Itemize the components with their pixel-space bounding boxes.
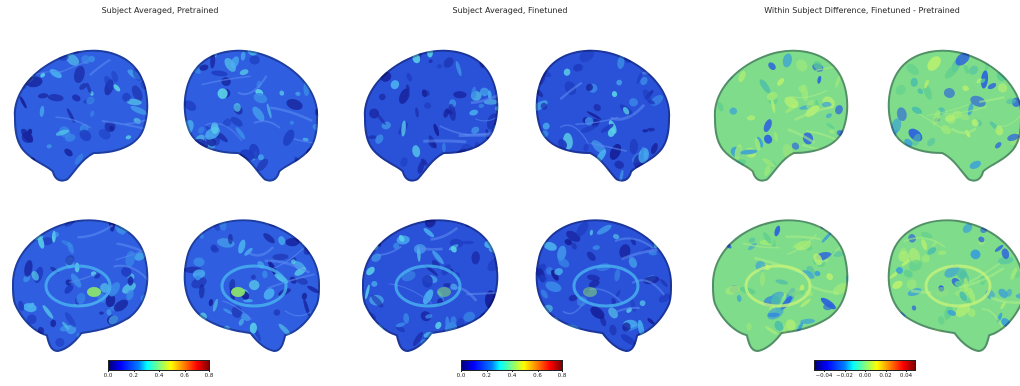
brain-difference-left-lateral bbox=[713, 49, 849, 182]
colorbar-tick: 0.6 bbox=[533, 373, 542, 379]
panel-title-difference: Within Subject Difference, Finetuned - P… bbox=[764, 6, 960, 15]
brain-finetuned-left-lateral bbox=[363, 49, 499, 182]
colorbar-tick: 0.8 bbox=[204, 373, 214, 379]
brain-finetuned-right-lateral bbox=[535, 49, 671, 182]
colorbar-tick: 0.2 bbox=[129, 373, 138, 379]
brain-difference-left-medial bbox=[712, 219, 849, 352]
colorbar-tick: 0.4 bbox=[154, 373, 164, 379]
brain-pretrained-left-medial bbox=[12, 219, 149, 352]
brain-difference-right-lateral bbox=[887, 49, 1020, 182]
brain-finetuned-right-medial bbox=[535, 219, 672, 352]
colorbar-tick: 0.0 bbox=[103, 373, 113, 379]
brain-difference-right-medial bbox=[887, 219, 1020, 352]
colorbar-ticks: −0.04 −0.02 0.00 0.02 0.04 bbox=[814, 370, 916, 385]
colorbar-tick: 0.2 bbox=[482, 373, 491, 379]
colorbar-tick: −0.04 bbox=[815, 373, 833, 379]
colorbar-ticks: 0.0 0.2 0.4 0.6 0.8 bbox=[457, 370, 566, 385]
colorbar-ticks: 0.0 0.2 0.4 0.6 0.8 bbox=[104, 370, 213, 385]
colorbar-tick: 0.00 bbox=[858, 373, 872, 379]
colorbar-tick: 0.02 bbox=[879, 373, 892, 379]
panel-title-pretrained: Subject Averaged, Pretrained bbox=[101, 6, 219, 15]
colorbar-tick: 0.0 bbox=[456, 373, 466, 379]
colorbar-tick: 0.04 bbox=[899, 373, 913, 379]
colorbar-finetuned: 0.0 0.2 0.4 0.6 0.8 bbox=[457, 360, 566, 385]
colorbar-tick: 0.4 bbox=[507, 373, 517, 379]
brain-pretrained-right-lateral bbox=[183, 49, 319, 182]
brain-pretrained-right-medial bbox=[183, 219, 320, 352]
colorbar-tick: 0.6 bbox=[180, 373, 189, 379]
colorbar-tick: 0.8 bbox=[557, 373, 567, 379]
colorbar-pretrained: 0.0 0.2 0.4 0.6 0.8 bbox=[104, 360, 213, 385]
colorbar-difference: −0.04 −0.02 0.00 0.02 0.04 bbox=[814, 360, 916, 385]
panel-title-finetuned: Subject Averaged, Finetuned bbox=[452, 6, 568, 15]
brain-pretrained-left-lateral bbox=[13, 49, 149, 182]
colorbar-tick: −0.02 bbox=[836, 373, 853, 379]
brain-finetuned-left-medial bbox=[362, 219, 499, 352]
